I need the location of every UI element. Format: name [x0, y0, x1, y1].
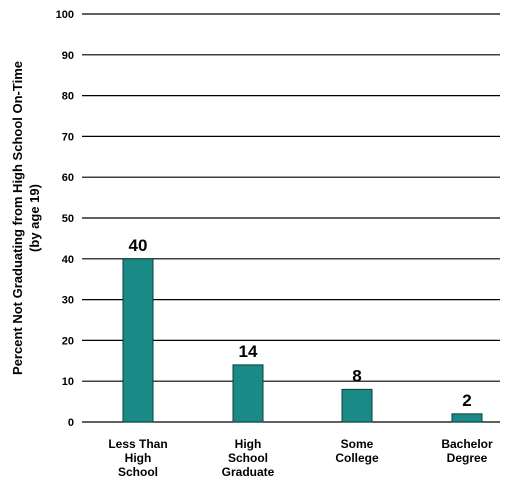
data-label-1: 14	[239, 342, 258, 361]
y-tick-label-50: 50	[62, 213, 74, 225]
y-tick-label-80: 80	[62, 91, 74, 103]
y-tick-label-0: 0	[68, 417, 74, 429]
y-tick-label-100: 100	[56, 9, 74, 21]
axis-titles: Percent Not Graduating from High School …	[10, 61, 42, 375]
y-axis-title: Percent Not Graduating from High School …	[10, 61, 42, 375]
bar-0	[122, 258, 154, 423]
x-tick-label-0: Less Than High School	[108, 437, 167, 479]
y-tick-label-60: 60	[62, 172, 74, 184]
y-tick-label-10: 10	[62, 376, 74, 388]
y-tick-label-70: 70	[62, 131, 74, 143]
labels: 0 10 20 30 40 50 60 70 80 90 100 40 Less Than High Sch…	[56, 9, 493, 479]
x-tick-label-2: Some College	[335, 437, 379, 465]
x-tick-label-1: High School Graduate	[222, 437, 275, 479]
data-label-2: 8	[352, 366, 361, 385]
bar-3	[451, 413, 483, 423]
bar-1	[232, 364, 264, 423]
bar-2	[341, 388, 373, 423]
y-tick-label-40: 40	[62, 254, 74, 266]
x-tick-label-3: Bachelor Degree	[441, 437, 493, 465]
data-label-3: 2	[462, 391, 471, 410]
y-tick-label-30: 30	[62, 295, 74, 307]
y-tick-label-20: 20	[62, 335, 74, 347]
y-tick-label-90: 90	[62, 50, 74, 62]
data-label-0: 40	[129, 236, 148, 255]
bars	[122, 258, 483, 423]
